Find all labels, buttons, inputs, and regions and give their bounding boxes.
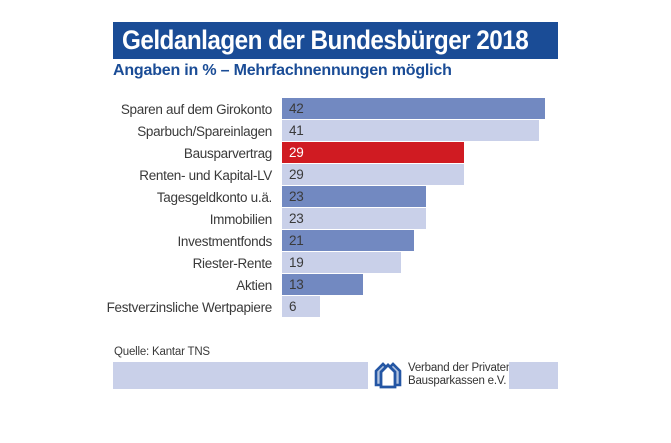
value-label: 19 [289,255,304,270]
bar: 6 [282,296,320,317]
chart-row: Sparbuch/Spareinlagen 41 [113,120,558,142]
value-label: 6 [289,299,297,314]
chart-row: Tagesgeldkonto u.ä. 23 [113,186,558,208]
bar-chart: Sparen auf dem Girokonto 42 Sparbuch/Spare… [106,98,558,318]
chart-row: Immobilien 23 [113,208,558,230]
bar-track: 23 [282,186,558,208]
chart-row: Riester-Rente 19 [113,252,558,274]
value-label: 41 [289,123,304,138]
bar: 21 [282,230,414,251]
value-label: 42 [289,101,304,116]
category-label: Sparbuch/Spareinlagen [137,123,272,139]
footer-band-right [509,362,558,389]
bar-highlight: 29 [282,142,464,163]
bar-track: 21 [282,230,558,252]
chart-row: Aktien 13 [113,274,558,296]
value-label: 13 [289,277,304,292]
bar-track: 19 [282,252,558,274]
bar: 41 [282,120,539,141]
logo-house-center [379,363,397,389]
association-name: Verband der Privaten Bausparkassen e.V. [408,362,512,388]
source-note: Quelle: Kantar TNS [114,346,210,358]
category-label: Immobilien [209,211,273,227]
category-label: Sparen auf dem Girokonto [120,101,272,117]
houses-logo-icon [374,362,402,389]
bar: 29 [282,164,464,185]
category-label: Renten- und Kapital-LV [139,167,272,183]
category-label: Aktien [236,277,272,293]
category-label: Investmentfonds [177,233,272,249]
bar-track: 41 [282,120,558,142]
page-title: Geldanlagen der Bundesbürger 2018 [122,25,529,55]
association-line2: Bausparkassen e.V. [408,375,507,387]
chart-subtitle: Angaben in % – Mehrfachnennungen möglich [113,62,452,79]
bar: 13 [282,274,363,295]
bar-track: 13 [282,274,558,296]
value-label: 23 [289,211,304,226]
value-label: 23 [289,189,304,204]
value-label: 29 [289,145,304,160]
bar: 23 [282,186,426,207]
bar: 42 [282,98,545,119]
bar-track: 6 [282,296,558,318]
bar-track: 23 [282,208,558,230]
chart-row: Bausparvertrag 29 [113,142,558,164]
category-label: Riester-Rente [192,255,273,271]
chart-row: Festverzinsliche Wertpapiere 6 [106,296,558,318]
value-label: 21 [289,233,304,248]
value-label: 29 [289,167,304,182]
category-label: Festverzinsliche Wertpapiere [106,299,273,315]
footer-band-left [113,362,368,389]
chart-row: Sparen auf dem Girokonto 42 [113,98,558,120]
bar-track: 42 [282,98,558,120]
bar: 19 [282,252,401,273]
title-bar: Geldanlagen der Bundesbürger 2018 [113,22,558,59]
category-label: Bausparvertrag [183,145,272,161]
chart-row: Investmentfonds 21 [113,230,558,252]
bar-track: 29 [282,142,558,164]
association-line1: Verband der Privaten [408,362,513,374]
bar-track: 29 [282,164,558,186]
bar: 23 [282,208,426,229]
chart-row: Renten- und Kapital-LV 29 [113,164,558,186]
category-label: Tagesgeldkonto u.ä. [156,189,272,205]
chart-rows: Sparen auf dem Girokonto 42 Sparbuch/Spare… [106,98,558,318]
